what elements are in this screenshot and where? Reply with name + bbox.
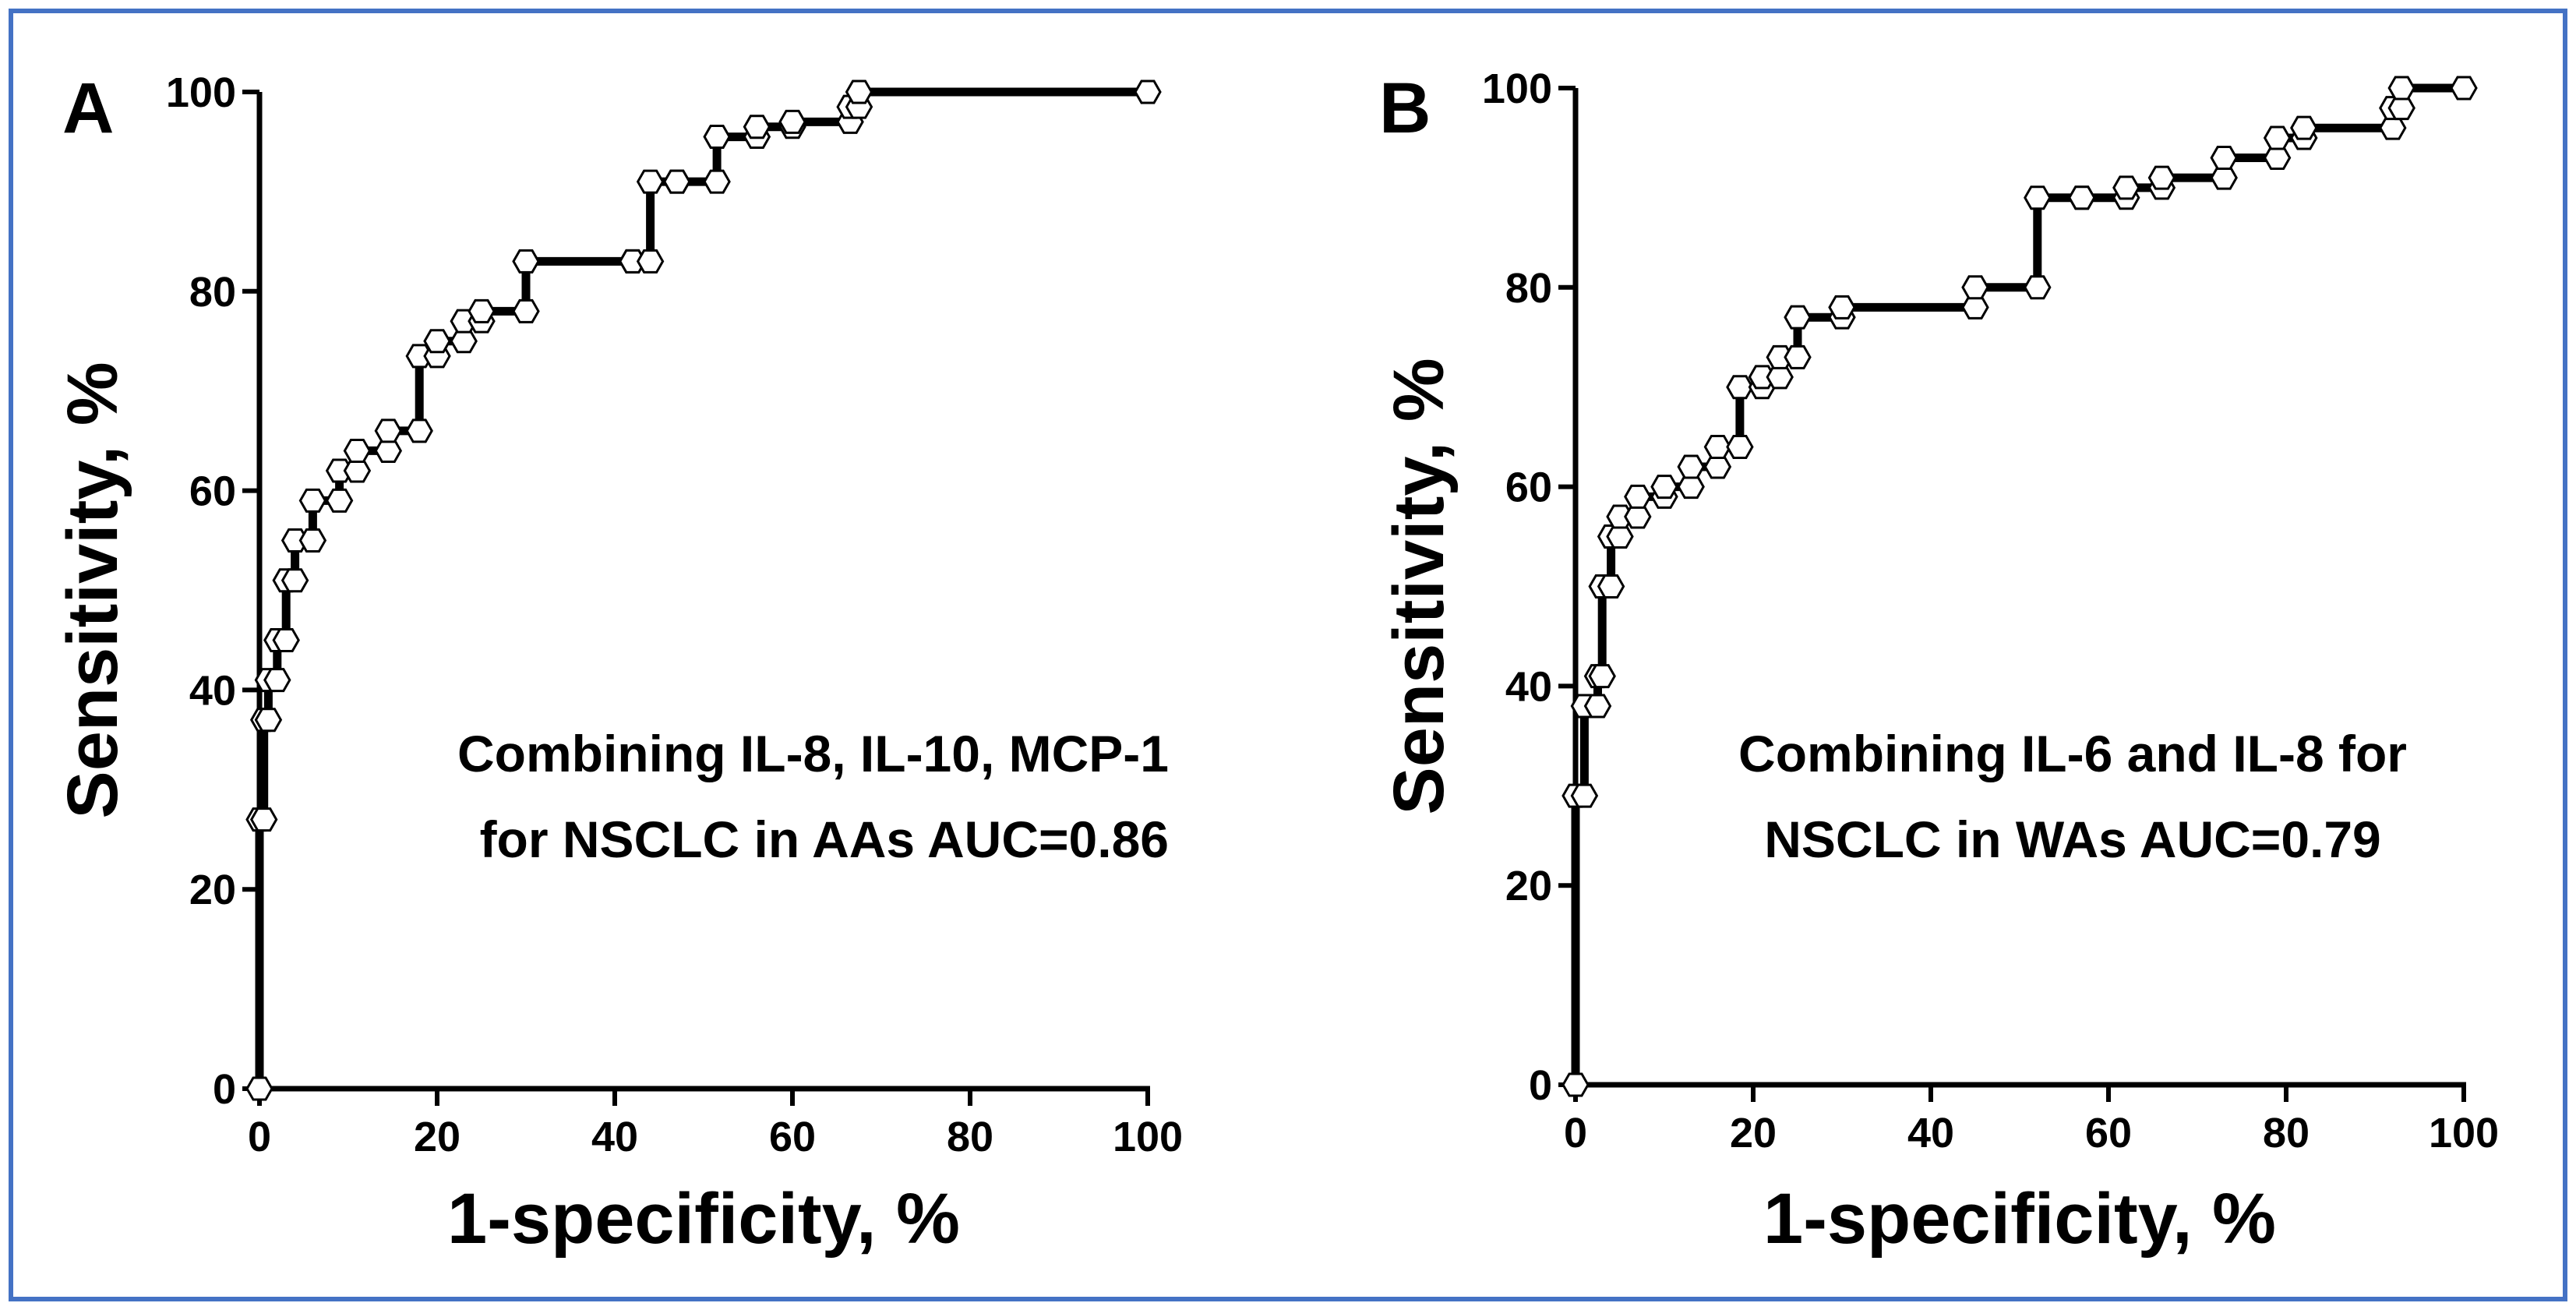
auc-annotation: NSCLC in WAs AUC=0.79 xyxy=(1764,810,2381,868)
y-tick-label: 100 xyxy=(1482,65,1552,112)
roc-point xyxy=(450,329,478,354)
roc-point xyxy=(1961,295,1989,320)
auc-annotation: for NSCLC in AAs AUC=0.86 xyxy=(480,810,1169,868)
x-tick-label: 100 xyxy=(2429,1110,2499,1156)
roc-point xyxy=(1588,664,1616,689)
roc-point xyxy=(663,169,691,194)
roc-point xyxy=(2210,165,2238,190)
roc-point xyxy=(2387,76,2415,101)
roc-point xyxy=(263,668,291,693)
roc-point xyxy=(1677,475,1705,500)
y-axis-label: Sensitivity, % xyxy=(53,362,132,818)
roc-point xyxy=(1961,275,1989,300)
roc-point xyxy=(1597,574,1625,599)
roc-point xyxy=(298,488,327,513)
panel-a: A 0 20 40 60 80 100 0 20 40 60 80 100 1-specificity, … xyxy=(53,69,1183,1259)
roc-point xyxy=(272,627,300,652)
roc-point xyxy=(845,79,873,104)
figure-border xyxy=(9,9,2567,1301)
roc-point xyxy=(1784,305,1812,330)
roc-point xyxy=(778,109,806,134)
x-tick-label: 60 xyxy=(2085,1110,2132,1156)
roc-point xyxy=(636,169,665,194)
roc-point xyxy=(1726,434,1754,459)
roc-point xyxy=(1784,344,1812,369)
auc-annotation: Combining IL-8, IL-10, MCP-1 xyxy=(457,725,1169,782)
panel-b: B 0 20 40 60 80 100 0 20 40 60 80 100 1-specificity, … xyxy=(1379,65,2499,1259)
roc-point xyxy=(343,458,372,483)
roc-point xyxy=(636,249,665,274)
x-axis-label: 1-specificity, % xyxy=(447,1179,960,1259)
x-tick-label: 20 xyxy=(1730,1110,1777,1156)
y-tick-label: 20 xyxy=(1505,863,1552,909)
panel-label: A xyxy=(62,69,114,148)
roc-point xyxy=(2263,125,2292,150)
x-tick-label: 40 xyxy=(591,1114,638,1160)
roc-point xyxy=(1624,484,1652,509)
y-axis-label: Sensitivity, % xyxy=(1379,358,1459,814)
y-tick-label: 40 xyxy=(1505,663,1552,710)
roc-point xyxy=(1703,454,1732,479)
x-tick-label: 0 xyxy=(248,1114,271,1160)
roc-point xyxy=(1766,365,1794,390)
y-tick-label: 20 xyxy=(189,867,236,913)
x-tick-label: 100 xyxy=(1113,1114,1183,1160)
roc-point xyxy=(703,125,731,150)
roc-point xyxy=(374,438,403,463)
y-tick-label: 100 xyxy=(166,69,236,116)
y-tick-label: 60 xyxy=(1505,464,1552,511)
y-tick-label: 60 xyxy=(189,468,236,515)
roc-point xyxy=(281,568,309,593)
roc-point xyxy=(1606,524,1634,549)
auc-annotation: Combining IL-6 and IL-8 for xyxy=(1738,725,2407,782)
roc-point xyxy=(2024,275,2052,300)
roc-point xyxy=(1570,783,1599,808)
roc-point xyxy=(343,438,372,463)
x-tick-label: 80 xyxy=(947,1114,993,1160)
x-tick-label: 20 xyxy=(414,1114,461,1160)
roc-point xyxy=(512,298,540,323)
y-tick-label: 0 xyxy=(213,1066,236,1113)
x-axis-label: 1-specificity, % xyxy=(1763,1179,2276,1259)
roc-point xyxy=(1134,79,1162,104)
y-tick-label: 40 xyxy=(189,667,236,714)
roc-point xyxy=(1677,454,1705,479)
roc-point xyxy=(249,807,278,832)
roc-point xyxy=(1624,504,1652,529)
roc-point xyxy=(468,298,496,323)
roc-point xyxy=(2210,146,2238,171)
roc-point xyxy=(1561,1072,1590,1097)
x-tick-label: 0 xyxy=(1564,1110,1587,1156)
roc-point xyxy=(1828,295,1856,320)
roc-point xyxy=(703,169,731,194)
y-tick-label: 80 xyxy=(189,269,236,316)
roc-point xyxy=(2379,115,2407,140)
roc-point xyxy=(2068,185,2096,210)
roc-point xyxy=(2290,115,2318,140)
roc-point xyxy=(2387,96,2415,121)
roc-point xyxy=(325,488,354,513)
roc-point xyxy=(2450,76,2478,101)
roc-point xyxy=(2147,165,2176,190)
x-tick-label: 40 xyxy=(1907,1110,1954,1156)
panel-label: B xyxy=(1379,69,1431,148)
y-tick-label: 0 xyxy=(1529,1062,1552,1109)
roc-point xyxy=(2112,175,2140,200)
roc-point xyxy=(298,528,327,553)
y-tick-label: 80 xyxy=(1505,265,1552,312)
roc-point xyxy=(512,249,540,274)
x-tick-label: 80 xyxy=(2263,1110,2310,1156)
roc-point xyxy=(254,708,283,733)
roc-point xyxy=(1583,694,1612,719)
roc-point xyxy=(245,1076,273,1101)
roc-point xyxy=(405,418,433,443)
roc-point xyxy=(374,418,403,443)
roc-point xyxy=(423,329,451,354)
x-tick-label: 60 xyxy=(769,1114,816,1160)
roc-point xyxy=(1650,475,1678,500)
roc-point xyxy=(743,115,771,139)
roc-point xyxy=(2263,146,2292,171)
roc-point xyxy=(2024,185,2052,210)
